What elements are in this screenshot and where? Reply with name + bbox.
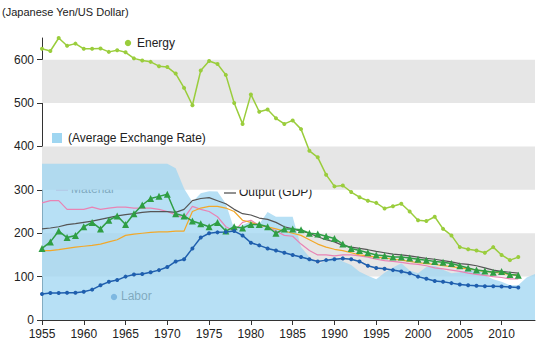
svg-text:1955: 1955 [29,327,56,341]
svg-text:200: 200 [14,226,34,240]
svg-text:2000: 2000 [405,327,432,341]
svg-text:1995: 1995 [363,327,390,341]
svg-text:2005: 2005 [446,327,473,341]
svg-text:(Average Exchange Rate): (Average Exchange Rate) [68,131,206,145]
svg-text:2010: 2010 [488,327,515,341]
svg-text:Energy: Energy [137,36,175,50]
svg-text:1960: 1960 [70,327,97,341]
svg-text:1985: 1985 [279,327,306,341]
svg-text:1970: 1970 [154,327,181,341]
svg-text:1980: 1980 [238,327,265,341]
svg-text:1965: 1965 [112,327,139,341]
svg-text:300: 300 [14,183,34,197]
svg-text:Output (GDP): Output (GDP) [239,185,313,199]
svg-text:1975: 1975 [196,327,223,341]
svg-text:1990: 1990 [321,327,348,341]
svg-text:600: 600 [14,53,34,67]
svg-text:400: 400 [14,139,34,153]
svg-text:0: 0 [27,313,34,327]
svg-text:(Japanese Yen/US Dollar): (Japanese Yen/US Dollar) [2,6,129,18]
svg-text:100: 100 [14,270,34,284]
svg-text:500: 500 [14,96,34,110]
